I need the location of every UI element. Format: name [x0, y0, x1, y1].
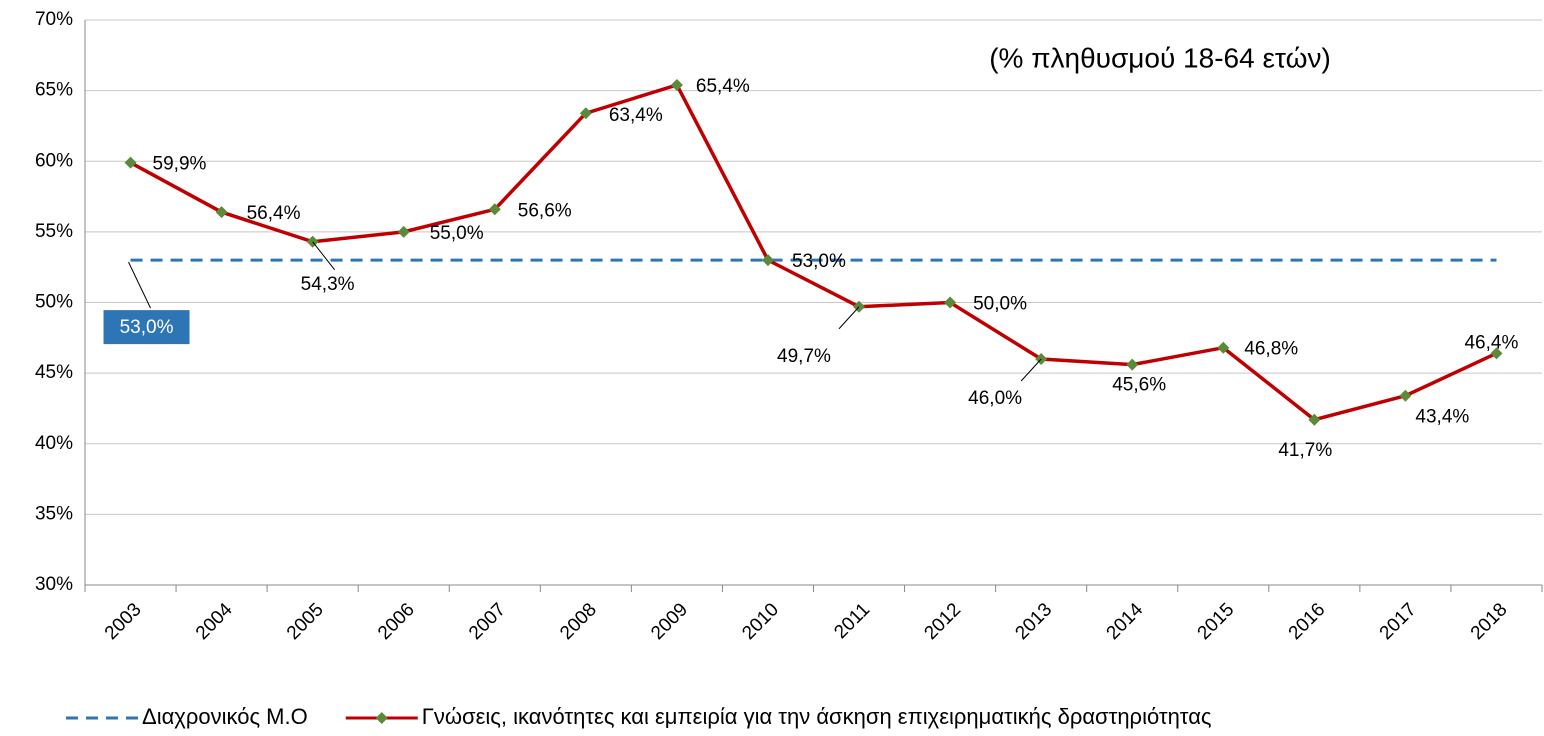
x-tick-label: 2004 [192, 599, 237, 644]
data-label: 46,0% [968, 388, 1022, 409]
data-label: 49,7% [777, 346, 831, 367]
data-label: 56,4% [247, 203, 301, 224]
data-label: 56,6% [518, 200, 572, 221]
data-label: 54,3% [301, 274, 355, 295]
y-tick-label: 65% [35, 80, 73, 101]
legend-label: Διαχρονικός Μ.Ο [142, 704, 308, 729]
legend-marker [375, 712, 388, 724]
marker [1490, 347, 1503, 360]
marker [1126, 358, 1139, 371]
x-tick-label: 2011 [830, 599, 874, 643]
data-label: 46,4% [1464, 332, 1518, 353]
x-tick-label: 2010 [738, 599, 783, 644]
legend-label: Γνώσεις, ικανότητες και εμπειρία για την… [422, 704, 1212, 729]
data-label: 43,4% [1415, 407, 1469, 428]
x-tick-label: 2016 [1285, 599, 1330, 644]
leader-line [1020, 358, 1042, 382]
y-tick-label: 35% [35, 503, 73, 524]
marker [579, 107, 592, 120]
data-label: 53,0% [792, 251, 846, 272]
y-tick-label: 55% [35, 221, 73, 242]
x-tick-label: 2013 [1011, 599, 1056, 644]
label-box [103, 310, 190, 345]
x-tick-label: 2005 [283, 599, 328, 644]
x-tick-label: 2006 [374, 599, 419, 644]
y-tick-label: 30% [35, 574, 73, 595]
data-label: 45,6% [1112, 375, 1166, 396]
x-tick-label: 2014 [1103, 599, 1148, 644]
leader-line [128, 261, 151, 309]
series-line [129, 82, 1498, 422]
marker [1399, 389, 1412, 402]
x-tick-label: 2018 [1467, 599, 1512, 644]
y-tick-label: 50% [35, 292, 73, 313]
data-label: 59,9% [153, 154, 207, 175]
data-label: 46,8% [1244, 339, 1298, 360]
data-label: 53,0% [120, 317, 174, 338]
data-label: 65,4% [696, 76, 750, 97]
data-label: 55,0% [430, 223, 484, 244]
y-tick-label: 70% [35, 9, 73, 30]
marker [215, 206, 228, 219]
x-tick-label: 2003 [101, 599, 146, 644]
y-tick-label: 45% [35, 362, 73, 383]
annotation: (% πληθυσμού 18-64 ετών) [989, 42, 1331, 73]
y-tick-label: 60% [35, 150, 73, 171]
x-tick-label: 2017 [1376, 599, 1421, 644]
data-label: 63,4% [609, 105, 663, 126]
leader-line [838, 306, 860, 330]
marker [397, 225, 410, 238]
x-tick-label: 2008 [556, 599, 601, 644]
x-tick-label: 2009 [647, 599, 692, 644]
marker [124, 156, 137, 169]
data-label: 41,7% [1278, 440, 1332, 461]
x-tick-label: 2015 [1194, 599, 1239, 644]
marker [670, 78, 683, 91]
leader-line [312, 241, 336, 271]
x-tick-label: 2012 [920, 599, 965, 644]
x-tick-label: 2007 [465, 599, 510, 644]
data-label: 50,0% [973, 294, 1027, 315]
marker [944, 296, 957, 309]
marker [1217, 341, 1230, 354]
y-tick-label: 40% [35, 433, 73, 454]
marker [761, 254, 774, 267]
marker [1308, 413, 1321, 426]
marker [488, 203, 501, 216]
